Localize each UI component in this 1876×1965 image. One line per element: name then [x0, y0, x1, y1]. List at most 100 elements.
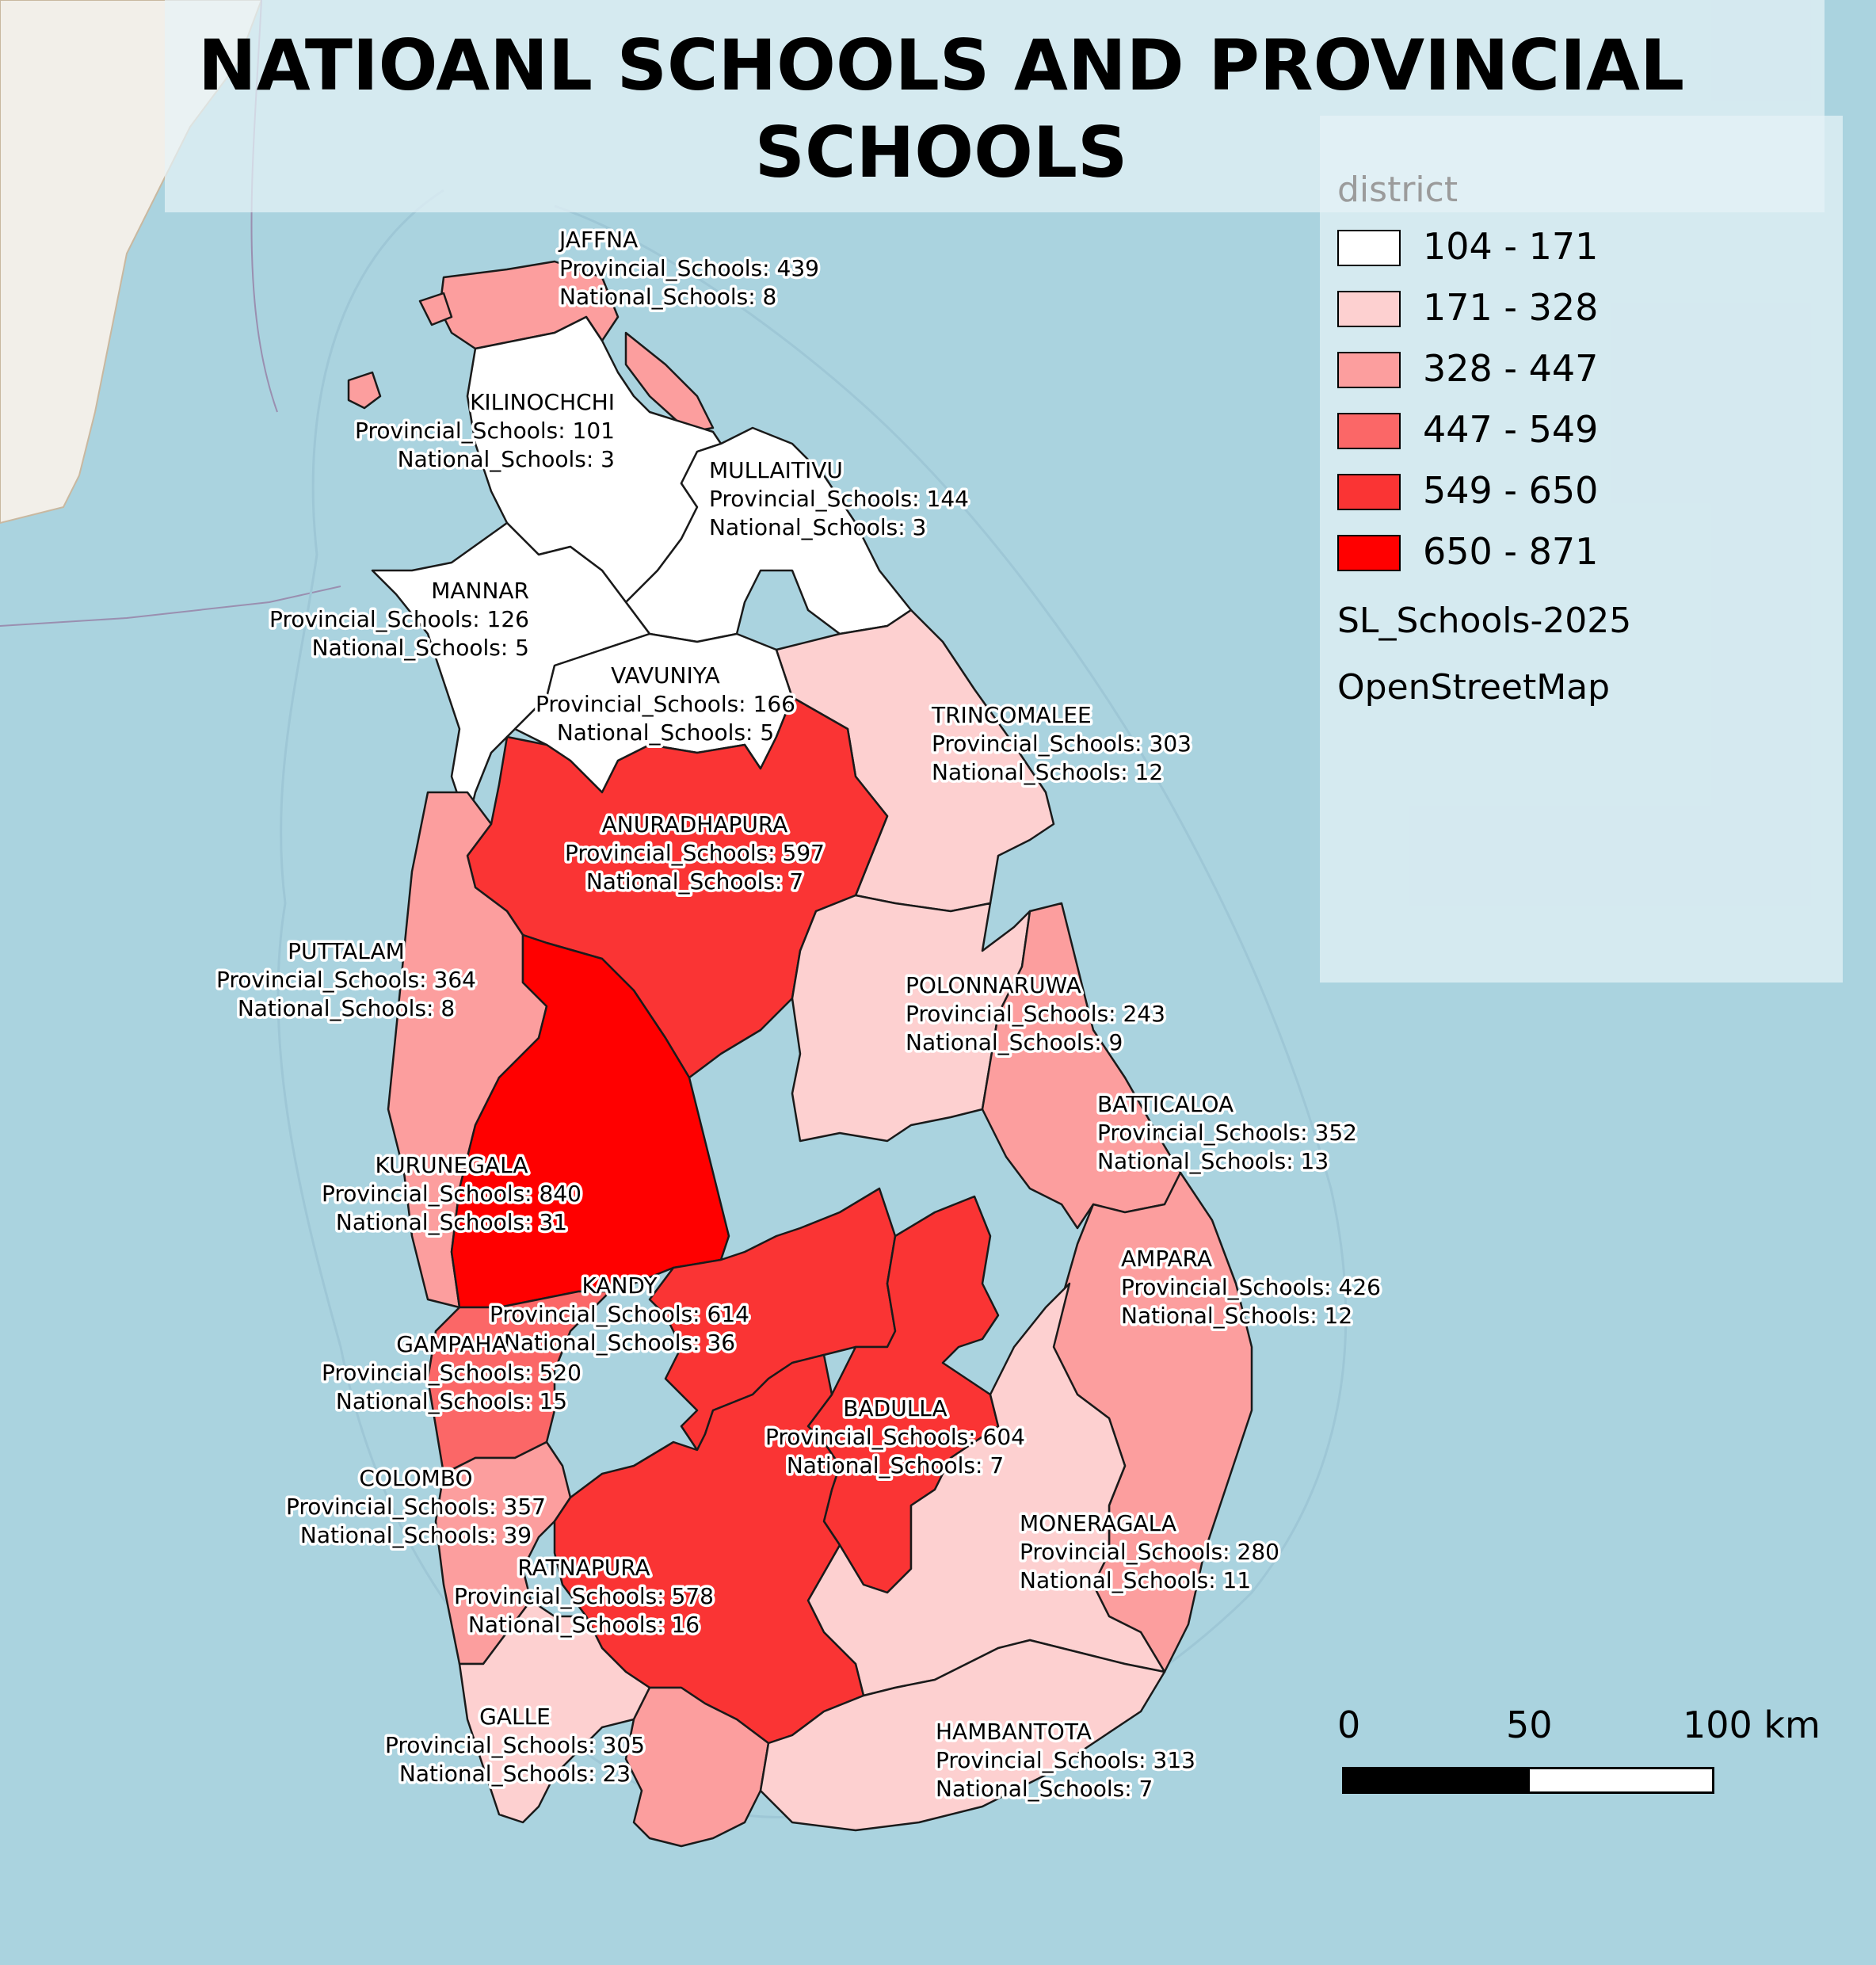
provincial-count: Provincial_Schools: 126: [269, 606, 529, 632]
national-count: National_Schools: 12: [1121, 1303, 1352, 1329]
district-name: JAFFNA: [558, 227, 638, 253]
national-count: National_Schools: 5: [312, 635, 529, 661]
national-count: National_Schools: 12: [932, 759, 1163, 785]
provincial-count: Provincial_Schools: 313: [936, 1747, 1195, 1773]
provincial-count: Provincial_Schools: 597: [565, 840, 825, 866]
scale-segment-black: [1342, 1767, 1529, 1794]
district-name: KANDY: [581, 1272, 658, 1299]
district-name: HAMBANTOTA: [936, 1719, 1092, 1745]
national-count: National_Schools: 7: [787, 1452, 1004, 1479]
legend-label: 104 - 171: [1423, 225, 1599, 268]
island-delft: [347, 371, 382, 410]
provincial-count: Provincial_Schools: 352: [1097, 1120, 1357, 1146]
district-polonnaruwa[interactable]: [791, 894, 1031, 1143]
national-count: National_Schools: 3: [709, 514, 926, 540]
scale-segment-white: [1527, 1767, 1714, 1794]
island-kayts: [418, 292, 453, 326]
district-colombo[interactable]: [434, 1440, 572, 1665]
national-count: National_Schools: 7: [586, 868, 803, 895]
scale-tick-100: 100 km: [1683, 1704, 1821, 1746]
district-hambantota[interactable]: [759, 1639, 1166, 1832]
district-name: GAMPAHA: [396, 1331, 506, 1357]
provincial-count: Provincial_Schools: 604: [765, 1424, 1025, 1450]
legend-layer-osm: OpenStreetMap: [1337, 667, 1611, 708]
provincial-count: Provincial_Schools: 243: [906, 1001, 1165, 1027]
provincial-count: Provincial_Schools: 426: [1121, 1274, 1381, 1300]
legend: district 104 - 171 171 - 328 328 - 447 4…: [1320, 116, 1843, 982]
district-name: AMPARA: [1121, 1246, 1212, 1272]
district-label: TRINCOMALEE Provincial_Schools: 303Nation…: [928, 700, 1195, 788]
provincial-count: Provincial_Schools: 280: [1020, 1539, 1279, 1565]
district-name: RATNAPURA: [517, 1555, 650, 1581]
national-count: National_Schools: 13: [1097, 1148, 1329, 1174]
national-count: National_Schools: 31: [336, 1209, 567, 1235]
national-count: National_Schools: 16: [468, 1612, 700, 1638]
district-name: COLOMBO: [359, 1465, 472, 1491]
legend-label: 171 - 328: [1423, 286, 1599, 329]
district-name: BATTICALOA: [1097, 1091, 1234, 1117]
national-count: National_Schools: 8: [238, 995, 455, 1021]
district-label: MONERAGALA Provincial_Schools: 280Nationa…: [1017, 1508, 1283, 1597]
legend-label: 549 - 650: [1423, 469, 1599, 512]
legend-swatch: [1337, 413, 1401, 449]
legend-heading: district: [1337, 170, 1458, 210]
provincial-count: Provincial_Schools: 357: [286, 1494, 546, 1520]
district-label: KILINOCHCHI Provincial_Schools: 101Nation…: [353, 387, 618, 475]
district-label: GAMPAHA Provincial_Schools: 520National_S…: [319, 1329, 585, 1417]
provincial-count: Provincial_Schools: 305: [385, 1732, 645, 1758]
provincial-count: Provincial_Schools: 303: [932, 731, 1192, 757]
district-name: KURUNEGALA: [376, 1152, 528, 1178]
scale-tick-0: 0: [1337, 1704, 1361, 1746]
legend-swatch: [1337, 291, 1401, 327]
scale-tick-50: 50: [1506, 1704, 1553, 1746]
legend-label: 650 - 871: [1423, 530, 1599, 573]
district-mannar[interactable]: [371, 521, 651, 826]
legend-swatch: [1337, 535, 1401, 571]
district-name: BADULLA: [843, 1395, 947, 1421]
district-label: PUTTALAM Provincial_Schools: 364National_…: [214, 936, 479, 1024]
scale-bar: 0 50 100 km: [1337, 1704, 1821, 1799]
district-label: BATTICALOA Provincial_Schools: 352Nationa…: [1095, 1089, 1360, 1177]
legend-layer-schools: SL_Schools-2025: [1337, 601, 1632, 641]
district-label: POLONNARUWA Provincial_Schools: 243Nation…: [903, 970, 1169, 1059]
district-name: MONERAGALA: [1020, 1510, 1176, 1536]
provincial-count: Provincial_Schools: 166: [536, 691, 795, 717]
district-gampaha[interactable]: [426, 1290, 612, 1475]
district-name: MANNAR: [431, 578, 529, 604]
national-count: National_Schools: 36: [504, 1330, 735, 1356]
provincial-count: Provincial_Schools: 520: [322, 1360, 581, 1386]
national-count: National_Schools: 9: [906, 1029, 1123, 1055]
district-label: KURUNEGALA Provincial_Schools: 840Nationa…: [319, 1150, 585, 1238]
legend-swatch: [1337, 352, 1401, 388]
legend-swatch: [1337, 230, 1401, 266]
district-name: TRINCOMALEE: [931, 702, 1092, 728]
district-name: GALLE: [479, 1704, 551, 1730]
national-count: National_Schools: 7: [936, 1776, 1153, 1802]
district-mullaitivu[interactable]: [624, 426, 913, 643]
district-label: BADULLA Provincial_Schools: 604National_S…: [763, 1393, 1028, 1482]
district-label: MULLAITIVU Provincial_Schools: 144Nationa…: [707, 455, 972, 544]
district-name: ANURADHAPURA: [602, 811, 788, 838]
provincial-count: Provincial_Schools: 439: [559, 255, 819, 281]
district-batticaloa[interactable]: [981, 902, 1182, 1230]
provincial-count: Provincial_Schools: 840: [322, 1181, 581, 1207]
national-count: National_Schools: 39: [300, 1522, 532, 1548]
provincial-count: Provincial_Schools: 101: [355, 418, 615, 444]
provincial-count: Provincial_Schools: 578: [454, 1583, 714, 1609]
national-count: National_Schools: 8: [559, 284, 776, 310]
district-matara[interactable]: [624, 1686, 770, 1848]
national-count: National_Schools: 23: [399, 1761, 631, 1787]
legend-swatch: [1337, 474, 1401, 510]
district-label: COLOMBO Provincial_Schools: 357National_S…: [284, 1463, 549, 1551]
national-count: National_Schools: 15: [336, 1388, 567, 1414]
national-count: National_Schools: 3: [398, 446, 615, 472]
district-name: VAVUNIYA: [611, 662, 720, 689]
provincial-count: Provincial_Schools: 144: [709, 486, 969, 512]
